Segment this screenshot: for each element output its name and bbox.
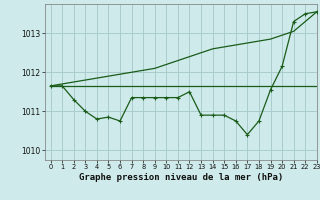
X-axis label: Graphe pression niveau de la mer (hPa): Graphe pression niveau de la mer (hPa) <box>79 173 283 182</box>
